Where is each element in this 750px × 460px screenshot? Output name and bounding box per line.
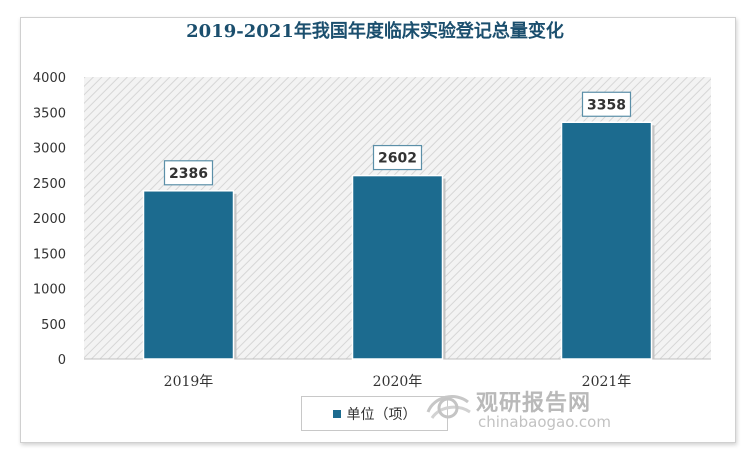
data-label: 2386 (169, 166, 208, 182)
watermark-brand: 观研报告网 (476, 391, 592, 416)
x-tick-label: 2021年 (582, 374, 632, 390)
x-tick-label: 2019年 (164, 374, 214, 390)
y-tick-label: 1500 (33, 247, 66, 262)
bar (351, 174, 444, 360)
data-label-box (581, 91, 632, 117)
y-tick-label: 2000 (33, 212, 66, 227)
bar (142, 190, 235, 360)
data-label: 3358 (587, 97, 626, 113)
y-tick-label: 0 (58, 353, 66, 368)
y-tick-label: 2500 (33, 177, 66, 192)
watermark-logo-icon (426, 395, 471, 419)
chart-title: 2019-2021年我国年度临床实验登记总量变化 (186, 21, 564, 42)
y-tick-label: 3000 (33, 142, 66, 157)
data-label-box (372, 144, 423, 171)
y-tick-label: 4000 (33, 71, 66, 86)
watermark-domain: chinabaogao.com (478, 413, 611, 431)
y-tick-label: 1000 (33, 283, 66, 298)
legend: 单位（项） (301, 396, 448, 431)
data-label-box (163, 160, 214, 186)
x-tick-label: 2020年 (373, 374, 423, 390)
y-tick-label: 500 (41, 318, 66, 333)
watermark: 观研报告网 chinabaogao.com (424, 382, 624, 436)
bar (560, 121, 653, 360)
legend-label: 单位（项） (346, 406, 417, 423)
y-tick-label: 3500 (33, 106, 66, 121)
legend-swatch (332, 409, 341, 418)
data-label: 2602 (378, 151, 417, 167)
